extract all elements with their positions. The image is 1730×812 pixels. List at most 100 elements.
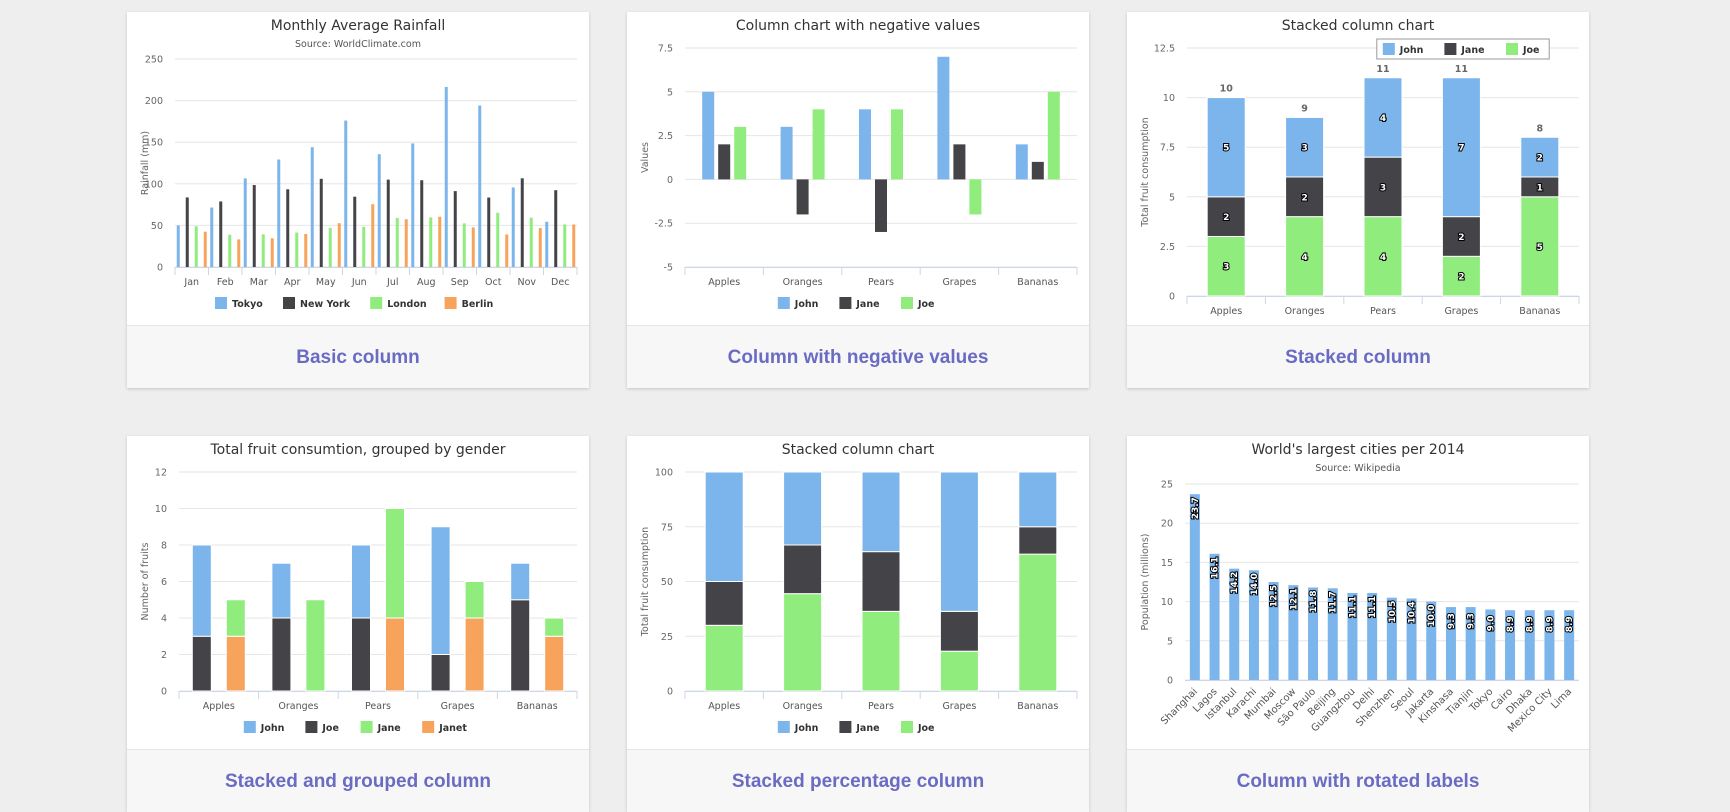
bar-london (395, 217, 399, 267)
y-axis-title: Total fruit consumption (1140, 117, 1151, 227)
bar-london (529, 217, 533, 267)
bar-tokyo (243, 178, 247, 267)
bar-jane (953, 144, 966, 180)
chart-card-stacked-grouped: Total fruit consumtion, grouped by gende… (127, 436, 589, 812)
bar-john (1285, 116, 1325, 178)
legend-swatch-janet (422, 721, 435, 733)
bar-berlin (438, 216, 442, 267)
bar-joe (783, 593, 823, 692)
bar-joe (1018, 553, 1058, 692)
card-link-stacked-grouped[interactable]: Stacked and grouped column (127, 749, 589, 812)
y-tick-label: 15 (1161, 558, 1173, 569)
data-label: 11.1 (1368, 596, 1378, 618)
x-tick-label: Oranges (783, 277, 823, 288)
bar-jane (783, 544, 823, 595)
bar-new-york (386, 179, 390, 267)
legend-label-john: John (794, 299, 819, 310)
card-link-basic-column[interactable]: Basic column (127, 325, 589, 388)
bar-berlin (237, 239, 241, 267)
bar-population (1248, 570, 1259, 680)
bar-tokyo (210, 207, 214, 267)
bar-jane (1285, 176, 1325, 218)
stack-total-label: 8 (1536, 123, 1543, 134)
y-tick-label: 2.5 (1160, 242, 1175, 253)
bar-berlin (505, 234, 509, 267)
bar-john (937, 56, 950, 180)
chart-4: Stacked column chart 0 25 50 75 100 Total frui… (640, 442, 1078, 734)
y-axis-title: Total fruit consumption (640, 527, 651, 637)
y-tick-label: 100 (145, 179, 163, 190)
x-tick-label: Jul (386, 277, 398, 288)
y-tick-label: 10 (1163, 93, 1175, 104)
x-tick-label: Apples (1210, 306, 1242, 317)
bar-london (295, 232, 299, 267)
chart-title: Stacked column chart (782, 442, 935, 458)
y-tick-label: 0 (161, 687, 167, 698)
x-tick-label: Grapes (942, 277, 976, 288)
bar-london (362, 226, 366, 267)
bar-john (859, 109, 871, 180)
y-tick-label: 7.5 (1160, 143, 1175, 154)
x-tick-label: Bananas (1017, 277, 1058, 288)
legend-swatch-john (777, 721, 790, 733)
bar-john (271, 562, 292, 619)
legend-swatch-joe (901, 297, 913, 309)
legend-label-jane: Jane (377, 723, 401, 734)
bar-janet (464, 617, 485, 692)
legend-swatch-jane (839, 297, 852, 309)
bar-joe (1520, 196, 1560, 297)
bar-berlin (371, 204, 375, 267)
y-axis-title: Rainfall (mm) (140, 131, 151, 195)
bar-joe (891, 109, 903, 180)
y-tick-label: 2.5 (658, 131, 673, 142)
bar-jane (544, 617, 565, 637)
chart-5: World's largest cities per 2014 Source: W… (1140, 442, 1579, 735)
card-link-negative-values[interactable]: Column with negative values (627, 325, 1089, 388)
bar-berlin (404, 219, 408, 267)
data-label: 9.3 (1467, 613, 1477, 629)
chart-title: Column chart with negative values (736, 18, 980, 34)
legend-swatch-joe (901, 721, 913, 733)
card-link-stacked-column[interactable]: Stacked column (1127, 325, 1589, 388)
bar-population (1465, 607, 1476, 680)
x-tick-label: Bananas (517, 701, 558, 712)
bar-london (261, 234, 265, 267)
x-tick-label: Jan (183, 277, 199, 288)
x-tick-label: Grapes (942, 701, 976, 712)
bar-john (861, 471, 901, 553)
y-tick-label: 20 (1161, 519, 1173, 530)
data-label: 11.1 (1348, 596, 1358, 618)
y-tick-label: 4 (161, 614, 167, 625)
y-tick-label: 50 (151, 221, 163, 232)
bar-jane (1441, 216, 1481, 257)
data-label: 5 (1223, 144, 1229, 154)
bar-population (1426, 601, 1437, 680)
x-tick-label: Grapes (441, 701, 475, 712)
y-tick-label: 0 (1167, 676, 1173, 687)
legend-label-john: John (260, 723, 285, 734)
card-link-stacked-percentage[interactable]: Stacked percentage column (627, 749, 1089, 812)
x-tick-label: Bananas (1017, 701, 1058, 712)
legend-label-joe: Joe (1522, 45, 1540, 56)
card-link-rotated-labels[interactable]: Column with rotated labels (1127, 749, 1589, 812)
data-label: 12.5 (1270, 585, 1280, 607)
x-tick-label: Oranges (278, 701, 318, 712)
x-tick-label: Apples (708, 701, 740, 712)
bar-joe (1363, 216, 1403, 297)
bar-new-york (453, 191, 457, 267)
x-tick-label: Bananas (1519, 306, 1560, 317)
legend-label-jane: Jane (1460, 45, 1484, 56)
legend-label-tokyo: Tokyo (232, 299, 263, 310)
bar-jane (464, 581, 485, 619)
data-label: 5 (1537, 243, 1543, 253)
legend-label-john: John (1399, 45, 1424, 56)
bar-london (328, 227, 332, 267)
bar-joe (510, 599, 531, 692)
bar-berlin (538, 228, 542, 267)
bar-berlin (471, 227, 475, 267)
bar-berlin (572, 224, 576, 267)
y-tick-label: 0 (667, 687, 673, 698)
bar-joe (271, 617, 292, 692)
x-tick-label: Oct (485, 277, 502, 288)
data-label: 14.0 (1250, 573, 1260, 595)
